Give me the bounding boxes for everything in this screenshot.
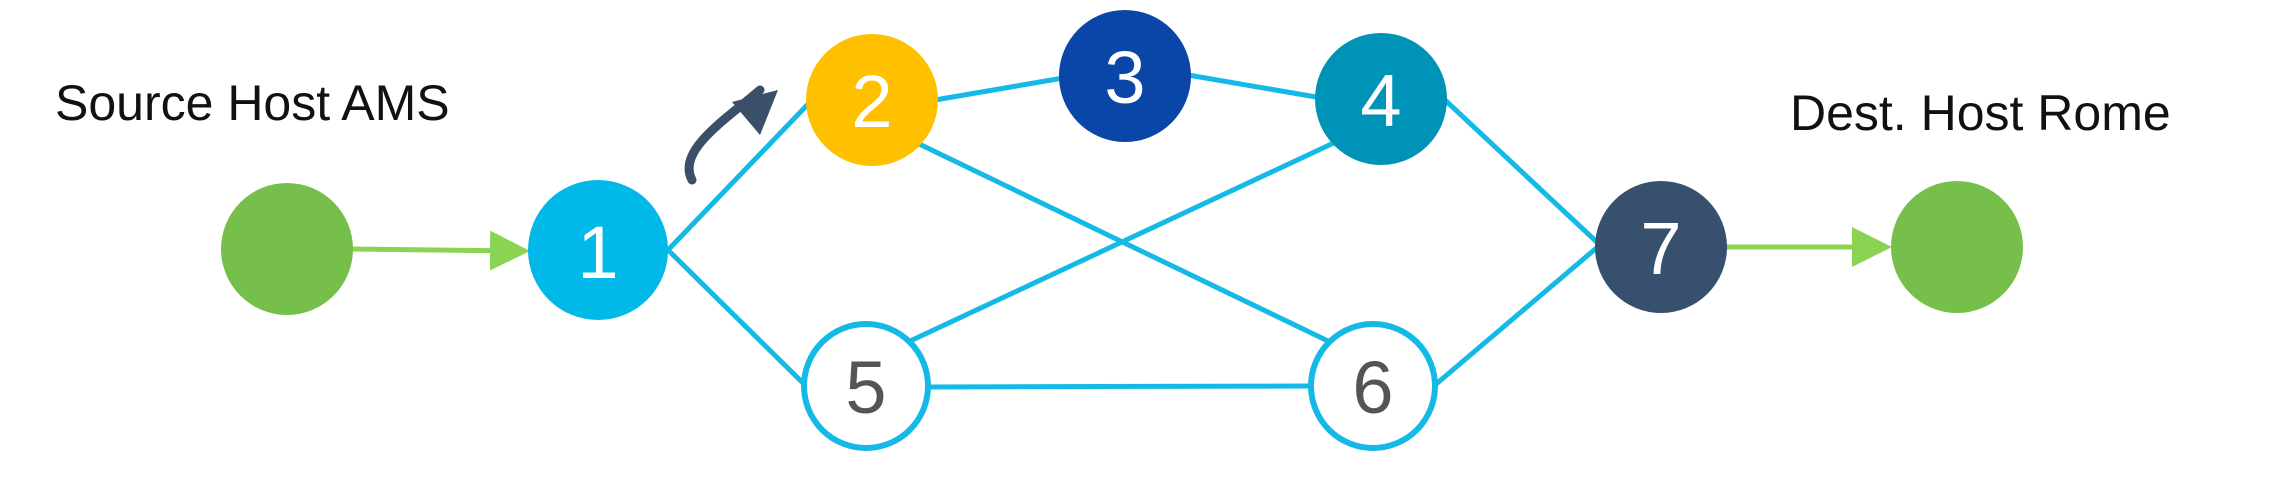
router-node-2: 2	[806, 34, 938, 166]
link-6-7	[1433, 243, 1602, 387]
router-node-2-label: 2	[851, 60, 892, 143]
router-node-5: 5	[801, 321, 931, 451]
dest-host-label: Dest. Host Rome	[1790, 85, 2171, 141]
link-3-4	[1187, 72, 1323, 101]
link-4-7	[1443, 98, 1602, 247]
router-node-7-circle	[1595, 181, 1727, 313]
host-links-group	[351, 227, 1892, 271]
router-node-5-label: 5	[845, 346, 886, 429]
link-1-2	[666, 98, 814, 252]
router-node-3: 3	[1059, 10, 1191, 142]
router-node-1: 1	[528, 180, 668, 320]
link-2-3	[934, 75, 1064, 103]
router-node-3-circle	[1059, 10, 1191, 142]
router-node-7-label: 7	[1640, 207, 1681, 290]
router-node-2-circle	[806, 34, 938, 166]
links-group	[666, 72, 1602, 390]
router-node-5-circle	[801, 321, 931, 451]
link-source-1	[351, 230, 530, 271]
router-node-3-label: 3	[1104, 36, 1145, 119]
link-1-5	[666, 248, 807, 387]
router-node-1-label: 1	[577, 211, 618, 294]
router-node-4-label: 4	[1360, 59, 1401, 142]
path-arrow-head	[732, 90, 778, 135]
router-node-6-label: 6	[1352, 346, 1393, 429]
router-node-6: 6	[1308, 321, 1438, 451]
link-4-5	[906, 137, 1342, 345]
router-node-1-circle	[528, 180, 668, 320]
path-arrow	[684, 85, 778, 185]
router-node-4: 4	[1315, 33, 1447, 165]
dest-host-node	[1891, 181, 2023, 313]
source-host-node	[221, 183, 353, 315]
router-node-6-circle	[1308, 321, 1438, 451]
router-node-4-circle	[1315, 33, 1447, 165]
router-node-7: 7	[1595, 181, 1727, 313]
link-5-6	[927, 383, 1311, 390]
source-host-label: Source Host AMS	[55, 75, 450, 131]
